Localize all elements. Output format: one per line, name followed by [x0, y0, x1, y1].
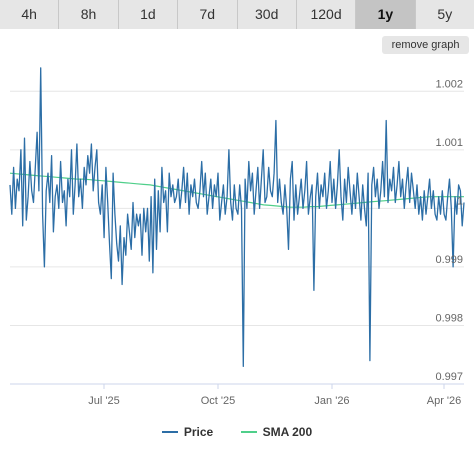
x-tick-label: Jan '26: [314, 395, 349, 407]
legend-item-sma[interactable]: SMA 200: [240, 425, 313, 439]
tab-120d[interactable]: 120d: [296, 0, 357, 29]
tab-8h[interactable]: 8h: [59, 0, 119, 29]
legend-swatch-sma: [240, 431, 257, 433]
time-range-tabs: 4h 8h 1d 7d 30d 120d 1y 5y: [0, 0, 474, 29]
x-tick-label: Apr '26: [427, 395, 462, 407]
tab-5y[interactable]: 5y: [415, 0, 474, 29]
x-axis-tick-labels: Jul '25 Oct '25 Jan '26 Apr '26: [88, 384, 461, 407]
tab-1d[interactable]: 1d: [118, 0, 179, 29]
tab-1y[interactable]: 1y: [356, 0, 416, 29]
x-tick-label: Jul '25: [88, 395, 119, 407]
tab-30d[interactable]: 30d: [237, 0, 297, 29]
tab-7d[interactable]: 7d: [178, 0, 238, 29]
y-axis-tick-labels: 0.997 0.998 0.999 1 1.001 1.002: [435, 78, 463, 383]
y-tick-label: 1.001: [435, 137, 463, 149]
price-series: [9, 67, 465, 368]
grid-lines: [10, 90, 464, 385]
tab-4h[interactable]: 4h: [0, 0, 60, 29]
legend-label-price: Price: [183, 425, 214, 439]
x-tick-label: Oct '25: [201, 395, 236, 407]
price-chart: 0.997 0.998 0.999 1 1.001 1.002 Jul '25 Oct '2…: [9, 67, 465, 407]
remove-graph-button[interactable]: remove graph: [382, 36, 469, 54]
y-tick-label: 1.002: [435, 78, 463, 90]
y-tick-label: 0.997: [435, 371, 463, 383]
y-tick-label: 0.998: [435, 312, 463, 324]
y-tick-label: 1: [457, 195, 463, 207]
y-tick-label: 0.999: [435, 254, 463, 266]
price-line: [9, 67, 465, 368]
chart-legend: Price SMA 200: [0, 422, 474, 439]
legend-label-sma: SMA 200: [262, 425, 313, 439]
legend-swatch-price: [161, 431, 178, 433]
legend-item-price[interactable]: Price: [161, 425, 214, 439]
